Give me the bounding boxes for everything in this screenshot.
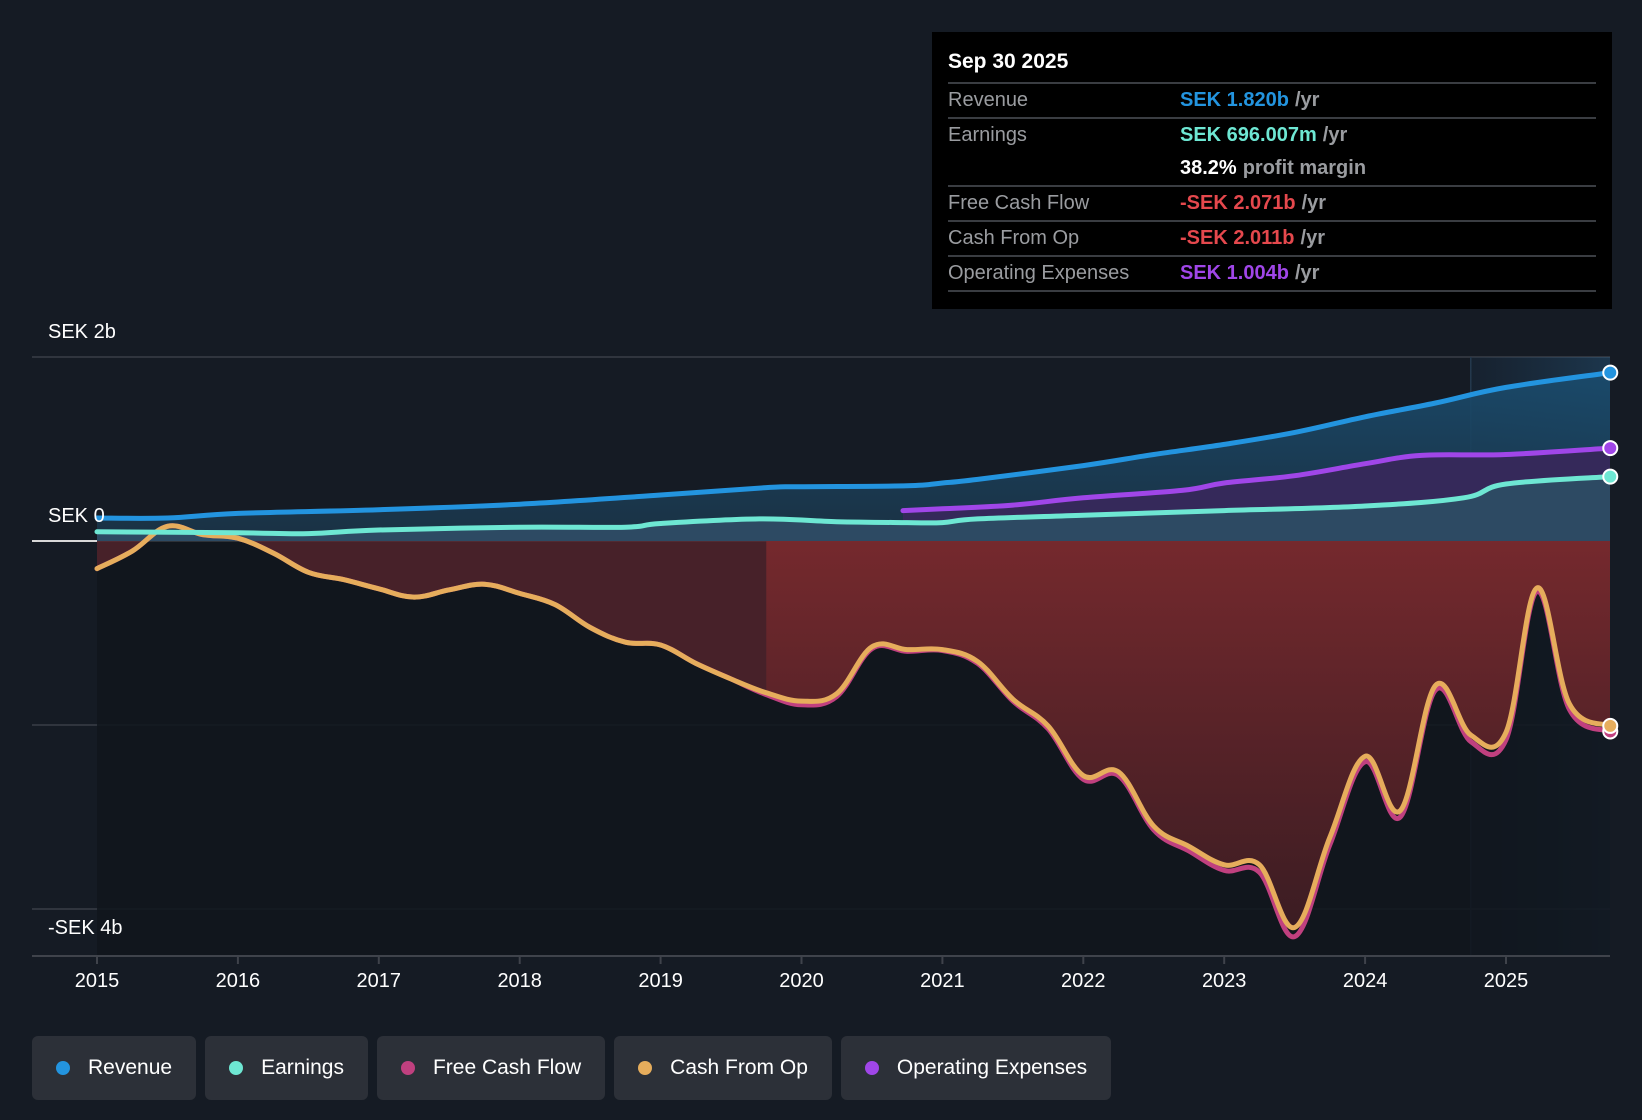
tooltip-date: Sep 30 2025: [948, 50, 1069, 73]
line-cash-from-op: [94, 523, 1613, 930]
tooltip-unit: profit margin: [1242, 157, 1367, 179]
end-dots: [1602, 364, 1619, 740]
tooltip-value: SEK 1.820b: [1180, 89, 1289, 111]
legend-item-cash-from-op[interactable]: Cash From Op: [614, 1036, 832, 1100]
legend-dot-icon: [229, 1061, 244, 1075]
x-tick-label: 2018: [497, 970, 542, 992]
legend-item-free-cash-flow[interactable]: Free Cash Flow: [376, 1036, 606, 1100]
line-earnings: [94, 474, 1613, 537]
tooltip-value: -SEK 2.071b: [1180, 192, 1296, 214]
cash-area-late: [766, 541, 1610, 928]
tooltip-label: Revenue: [948, 89, 1029, 111]
legend-label: Operating Expenses: [896, 1056, 1088, 1079]
x-tick-label: 2022: [1061, 970, 1106, 992]
x-tick-label: 2019: [638, 970, 683, 992]
end-dot-cash-from-op: [1602, 717, 1619, 734]
tooltip-value: SEK 696.007m: [1180, 124, 1317, 146]
tooltip-label: Cash From Op: [948, 227, 1080, 249]
tooltip-label: Earnings: [948, 124, 1027, 146]
below-cash-area: [97, 525, 1610, 956]
tooltip-value: 38.2%: [1180, 157, 1237, 179]
x-tick-label: 2015: [74, 970, 120, 992]
x-tick-label: 2020: [779, 970, 824, 992]
series-lines: [94, 370, 1613, 940]
x-tick-label: 2024: [1342, 970, 1388, 992]
tooltip: Sep 30 2025 Revenue SEK 1.820b/yr Earnings…: [932, 32, 1612, 309]
end-dot-earnings: [1602, 468, 1619, 485]
legend-dot-icon: [56, 1061, 70, 1075]
legend-item-earnings[interactable]: Earnings: [205, 1036, 368, 1100]
tooltip-row: Revenue SEK 1.820b/yr: [948, 82, 1596, 117]
legend-label: Cash From Op: [670, 1056, 808, 1079]
tooltip-rows: Revenue SEK 1.820b/yr Earnings SEK 696.007m…: [948, 82, 1596, 292]
legend-dot-icon: [864, 1061, 879, 1075]
tooltip-label: Free Cash Flow: [948, 192, 1090, 214]
tooltip-unit: /yr: [1322, 124, 1348, 146]
legend-label: Revenue: [88, 1056, 173, 1079]
x-tick-label: 2023: [1201, 970, 1247, 992]
tooltip-unit: /yr: [1301, 192, 1327, 214]
tooltip-label: Operating Expenses: [948, 262, 1130, 284]
y-tick-label: SEK 2b: [48, 321, 116, 343]
legend-label: Earnings: [261, 1056, 344, 1079]
x-tick-label: 2017: [356, 970, 402, 992]
tooltip-unit: /yr: [1294, 89, 1320, 111]
x-tick-label: 2025: [1483, 970, 1529, 992]
line-operating-expenses: [900, 445, 1613, 514]
x-tick-label: 2016: [215, 970, 261, 992]
legend-item-revenue[interactable]: Revenue: [32, 1036, 197, 1100]
end-dot-operating-expenses: [1602, 440, 1619, 457]
y-tick-label: SEK 0: [48, 505, 105, 527]
tooltip-value: -SEK 2.011b: [1180, 227, 1295, 249]
tooltip-row: Earnings SEK 696.007m/yr: [948, 117, 1596, 152]
legend-label: Free Cash Flow: [432, 1056, 582, 1079]
chart: [32, 356, 1619, 964]
tooltip-unit: /yr: [1294, 262, 1320, 284]
tooltip-row: Free Cash Flow -SEK 2.071b/yr: [948, 185, 1596, 220]
x-axis: [32, 955, 1610, 964]
x-tick-label: 2021: [920, 970, 965, 992]
legend-dot-icon: [400, 1061, 415, 1075]
areas: [97, 357, 1610, 956]
tooltip-row: Operating Expenses SEK 1.004b/yr: [948, 255, 1596, 292]
tooltip-unit: /yr: [1300, 227, 1325, 249]
earnings-area: [97, 476, 1610, 541]
line-revenue: [94, 370, 1613, 521]
tooltip-row: 38.2% profit margin: [948, 152, 1596, 185]
legend-item-operating-expenses[interactable]: Operating Expenses: [840, 1036, 1112, 1100]
tooltip-row: Cash From Op -SEK 2.011b/yr: [948, 220, 1596, 255]
tooltip-value: SEK 1.004b: [1180, 262, 1289, 284]
legend-dot-icon: [638, 1061, 653, 1075]
end-dot-revenue: [1602, 364, 1619, 381]
y-tick-label: -SEK 4b: [48, 917, 123, 939]
legend: Revenue Earnings Free Cash Flow Cash From O…: [32, 1036, 1112, 1100]
